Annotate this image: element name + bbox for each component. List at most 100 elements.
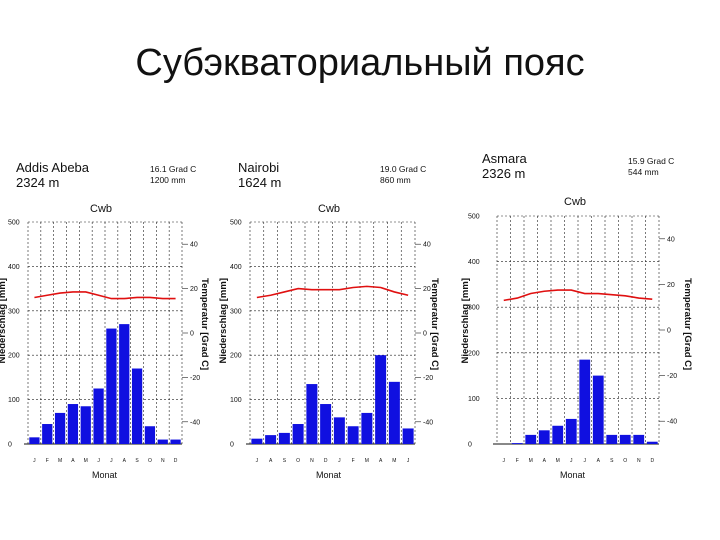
- month-tick-label: J: [407, 458, 410, 464]
- precip-tick-label: 200: [8, 353, 20, 360]
- temp-tick-label: -20: [190, 375, 200, 382]
- month-tick-label: J: [503, 458, 506, 464]
- station-altitude: 2324 m: [16, 175, 60, 190]
- precipitation-bar: [251, 438, 263, 444]
- y-axis-label-precipitation: Niederschlag [mm]: [460, 278, 471, 364]
- precip-tick-label: 300: [8, 308, 20, 315]
- precip-tick-label: 0: [468, 442, 472, 449]
- precipitation-bar: [320, 404, 332, 444]
- precip-tick-label: 100: [8, 397, 20, 404]
- temperature-line: [256, 285, 409, 299]
- month-tick-label: M: [58, 458, 62, 464]
- precipitation-bar: [292, 424, 304, 444]
- climate-type: Cwb: [564, 196, 587, 208]
- slide-title: Субэкваториальный пояс: [135, 42, 585, 84]
- month-tick-label: M: [556, 458, 560, 464]
- precipitation-bar: [646, 441, 658, 444]
- month-tick-label: D: [174, 458, 178, 464]
- month-tick-label: J: [256, 458, 259, 464]
- station-name: Asmara: [482, 151, 527, 166]
- precipitation-bar: [633, 434, 645, 444]
- precip-tick-label: 200: [468, 350, 480, 357]
- precipitation-bar: [29, 437, 40, 444]
- precip-tick-label: 0: [230, 442, 234, 449]
- precip-tick-label: 100: [230, 397, 242, 404]
- precipitation-bar: [402, 428, 414, 444]
- precipitation-bar: [93, 388, 104, 444]
- month-tick-label: N: [310, 458, 314, 464]
- climate-chart-asmara: 0 100 200 300 400 500 -40 -20 0 20 40 J F M A M J J A S O N D …: [460, 150, 700, 490]
- precip-tick-label: 100: [468, 396, 480, 403]
- temperature-line: [34, 291, 176, 300]
- month-tick-label: O: [148, 458, 152, 464]
- precip-tick-label: 400: [8, 264, 20, 271]
- annual-precipitation: 1200 mm: [150, 175, 186, 185]
- month-tick-label: A: [123, 458, 127, 464]
- precipitation-bar: [538, 430, 550, 444]
- month-tick-label: M: [392, 458, 396, 464]
- climate-type: Cwb: [318, 203, 341, 215]
- month-tick-label: J: [110, 458, 113, 464]
- temp-tick-label: -20: [423, 375, 433, 382]
- precipitation-bar: [54, 412, 66, 444]
- precipitation-bar: [170, 439, 181, 444]
- x-axis-label: Monat: [316, 470, 342, 480]
- station-altitude: 2326 m: [482, 166, 526, 181]
- precipitation-bar: [144, 426, 156, 444]
- month-tick-label: J: [584, 458, 587, 464]
- precipitation-bar: [565, 418, 577, 444]
- month-tick-label: F: [46, 458, 49, 464]
- climate-chart-svg: 0 100 200 300 400 500 -40 -20 0 20 40 J F M A M J J A S O N D: [468, 214, 677, 465]
- x-axis-label: Monat: [560, 470, 586, 480]
- precipitation-bar: [552, 425, 564, 444]
- temp-tick-label: 0: [190, 331, 194, 338]
- y-axis-label-precipitation: Niederschlag [mm]: [0, 278, 8, 364]
- month-tick-label: A: [379, 458, 383, 464]
- climate-chart-svg: 0 100 200 300 400 500 -40 -20 0 20 40 J A S O N D J F M A M J: [230, 220, 433, 465]
- temp-tick-label: 40: [190, 242, 198, 249]
- precipitation-bar: [347, 426, 359, 444]
- annual-precipitation: 860 mm: [380, 175, 411, 185]
- precipitation-bar: [361, 412, 373, 444]
- climate-chart-addis-abeba: 0 100 200 300 400 500 -40 -20 0 20 40 J F M A M J J A S O N D …: [0, 150, 240, 490]
- month-tick-label: J: [97, 458, 100, 464]
- precipitation-bar: [67, 404, 79, 444]
- precipitation-bar: [511, 443, 523, 444]
- climate-chart-svg: 0 100 200 300 400 500 -40 -20 0 20 40 J F M A M J J A S O N D: [8, 220, 200, 465]
- month-tick-label: J: [338, 458, 341, 464]
- month-tick-label: O: [296, 458, 300, 464]
- month-tick-label: N: [161, 458, 165, 464]
- temp-tick-label: -40: [423, 419, 433, 426]
- month-tick-label: J: [33, 458, 36, 464]
- temp-tick-label: 20: [667, 282, 675, 289]
- temp-tick-label: 20: [423, 286, 431, 293]
- precipitation-bar: [106, 328, 117, 444]
- annual-precipitation: 544 mm: [628, 167, 659, 177]
- month-tick-label: A: [71, 458, 75, 464]
- month-tick-label: M: [529, 458, 533, 464]
- station-name: Nairobi: [238, 160, 280, 175]
- month-tick-label: S: [283, 458, 287, 464]
- month-tick-label: A: [597, 458, 601, 464]
- month-tick-label: S: [135, 458, 139, 464]
- precipitation-bar: [131, 368, 143, 444]
- annual-temperature: 15.9 Grad C: [628, 156, 675, 166]
- month-tick-label: M: [365, 458, 369, 464]
- precip-tick-label: 400: [468, 259, 480, 266]
- month-tick-label: D: [324, 458, 328, 464]
- temp-tick-label: 0: [667, 328, 671, 335]
- y-axis-label-temperature: Temperatur [Grad C]: [429, 278, 440, 371]
- temp-tick-label: -40: [190, 419, 200, 426]
- precipitation-bar: [42, 424, 53, 444]
- y-axis-label-temperature: Temperatur [Grad C]: [199, 278, 210, 371]
- precipitation-bar: [592, 375, 604, 444]
- annual-temperature: 19.0 Grad C: [380, 164, 427, 174]
- month-tick-label: M: [84, 458, 88, 464]
- month-tick-label: O: [623, 458, 627, 464]
- month-tick-label: A: [543, 458, 547, 464]
- precipitation-bar: [388, 381, 400, 444]
- precipitation-bar: [333, 417, 345, 444]
- precipitation-bar: [375, 355, 387, 444]
- temp-tick-label: 20: [190, 286, 198, 293]
- precip-tick-label: 200: [230, 353, 242, 360]
